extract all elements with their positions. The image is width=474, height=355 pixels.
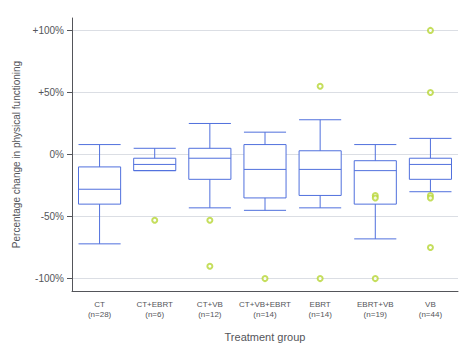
svg-text:(n=14): (n=14) — [308, 310, 332, 319]
svg-text:CT: CT — [94, 300, 105, 309]
svg-text:(n=44): (n=44) — [419, 310, 443, 319]
svg-text:-50%: -50% — [41, 211, 64, 222]
svg-text:(n=6): (n=6) — [145, 310, 164, 319]
svg-text:-100%: -100% — [35, 273, 64, 284]
svg-text:(n=28): (n=28) — [88, 310, 112, 319]
svg-text:(n=12): (n=12) — [198, 310, 222, 319]
svg-text:VB: VB — [425, 300, 436, 309]
svg-text:Treatment group: Treatment group — [225, 331, 306, 343]
svg-text:(n=14): (n=14) — [253, 310, 277, 319]
svg-text:Percentage change in physical: Percentage change in physical functionin… — [11, 61, 22, 248]
svg-text:CT+VB: CT+VB — [197, 300, 223, 309]
svg-text:EBRT+VB: EBRT+VB — [357, 300, 394, 309]
svg-text:+50%: +50% — [38, 87, 64, 98]
svg-text:+100%: +100% — [33, 25, 65, 36]
svg-text:CT+EBRT: CT+EBRT — [136, 300, 173, 309]
svg-text:CT+VB+EBRT: CT+VB+EBRT — [239, 300, 291, 309]
svg-text:EBRT: EBRT — [310, 300, 331, 309]
svg-text:(n=19): (n=19) — [364, 310, 388, 319]
svg-text:0%: 0% — [50, 149, 65, 160]
